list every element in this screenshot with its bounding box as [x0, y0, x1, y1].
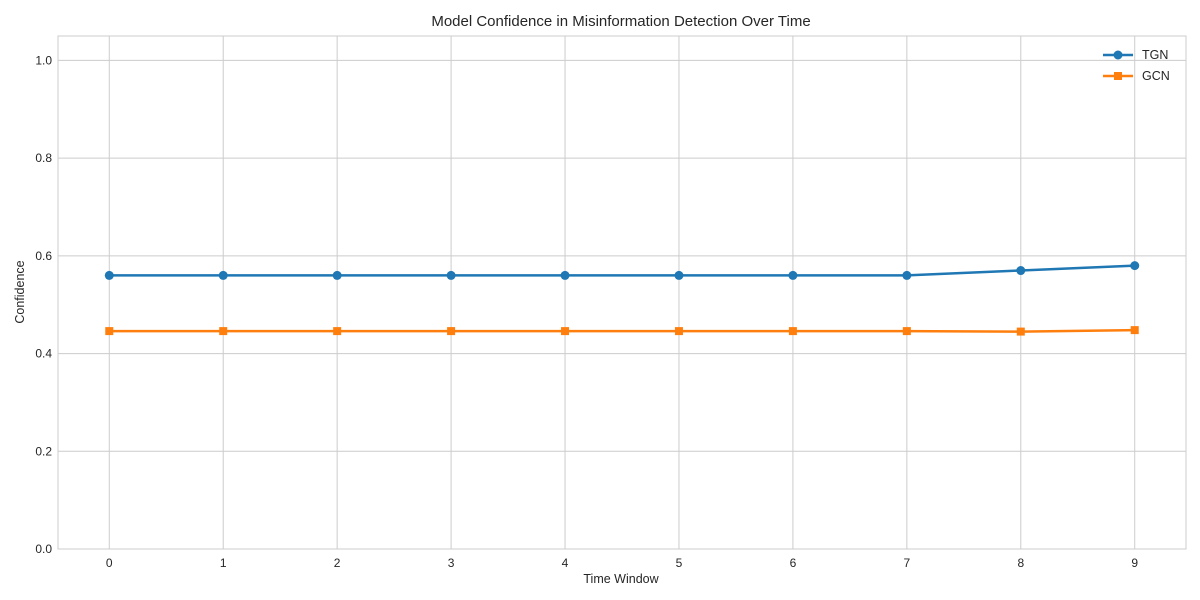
- y-axis-label: Confidence: [13, 260, 27, 323]
- gcn-point: [333, 327, 342, 336]
- tgn-point: [446, 270, 456, 280]
- legend-label: GCN: [1142, 69, 1170, 83]
- legend-item-tgn: TGN: [1103, 48, 1168, 62]
- series-gcn: [105, 326, 1139, 336]
- gcn-point: [902, 327, 911, 336]
- gcn-point: [561, 327, 570, 336]
- tgn-point: [674, 270, 684, 280]
- x-tick-label: 3: [448, 556, 455, 570]
- plot-frame: [57, 35, 1187, 550]
- y-tick-label: 0.2: [35, 444, 52, 458]
- chart-title: Model Confidence in Misinformation Detec…: [431, 13, 810, 30]
- x-tick-label: 1: [220, 556, 227, 570]
- y-tick-label: 0.0: [35, 542, 52, 556]
- y-tick-label: 0.4: [35, 347, 52, 361]
- legend-label: TGN: [1142, 48, 1168, 62]
- x-tick-label: 6: [790, 556, 797, 570]
- gcn-point: [105, 327, 114, 336]
- tgn-point: [560, 270, 570, 280]
- gcn-point: [788, 327, 797, 336]
- x-tick-label: 2: [334, 556, 341, 570]
- legend-item-gcn: GCN: [1103, 69, 1170, 83]
- x-tick-label: 0: [106, 556, 113, 570]
- y-tick-label: 1.0: [35, 53, 52, 67]
- x-tick-label: 4: [562, 556, 569, 570]
- gcn-point: [1130, 326, 1139, 335]
- x-axis-label: Time Window: [583, 572, 659, 586]
- gcn-point: [219, 327, 228, 336]
- gcn-point: [674, 327, 683, 336]
- tgn-point: [1016, 266, 1026, 276]
- y-tick-label: 0.6: [35, 249, 52, 263]
- tgn-point: [218, 270, 228, 280]
- legend-marker: [1113, 50, 1123, 60]
- y-tick-labels: 0.0 0.2 0.4 0.6 0.8 1.0: [35, 53, 52, 556]
- legend: TGN GCN: [1103, 48, 1170, 83]
- gcn-point: [1016, 327, 1025, 336]
- series-tgn: [104, 261, 1140, 280]
- x-tick-label: 8: [1017, 556, 1024, 570]
- y-tick-label: 0.8: [35, 151, 52, 165]
- x-tick-label: 5: [676, 556, 683, 570]
- tgn-line: [109, 264, 1135, 277]
- gcn-point: [447, 327, 456, 336]
- gcn-line: [109, 328, 1135, 333]
- legend-marker: [1114, 72, 1122, 80]
- x-tick-labels: 0 1 2 3 4 5 6 7 8 9: [106, 556, 1138, 570]
- tgn-point: [332, 270, 342, 280]
- x-tick-label: 7: [904, 556, 911, 570]
- x-tick-label: 9: [1131, 556, 1138, 570]
- series-layer: [104, 261, 1140, 336]
- tgn-point: [1130, 261, 1140, 271]
- tgn-point: [902, 270, 912, 280]
- tgn-point: [788, 270, 798, 280]
- tgn-point: [104, 270, 114, 280]
